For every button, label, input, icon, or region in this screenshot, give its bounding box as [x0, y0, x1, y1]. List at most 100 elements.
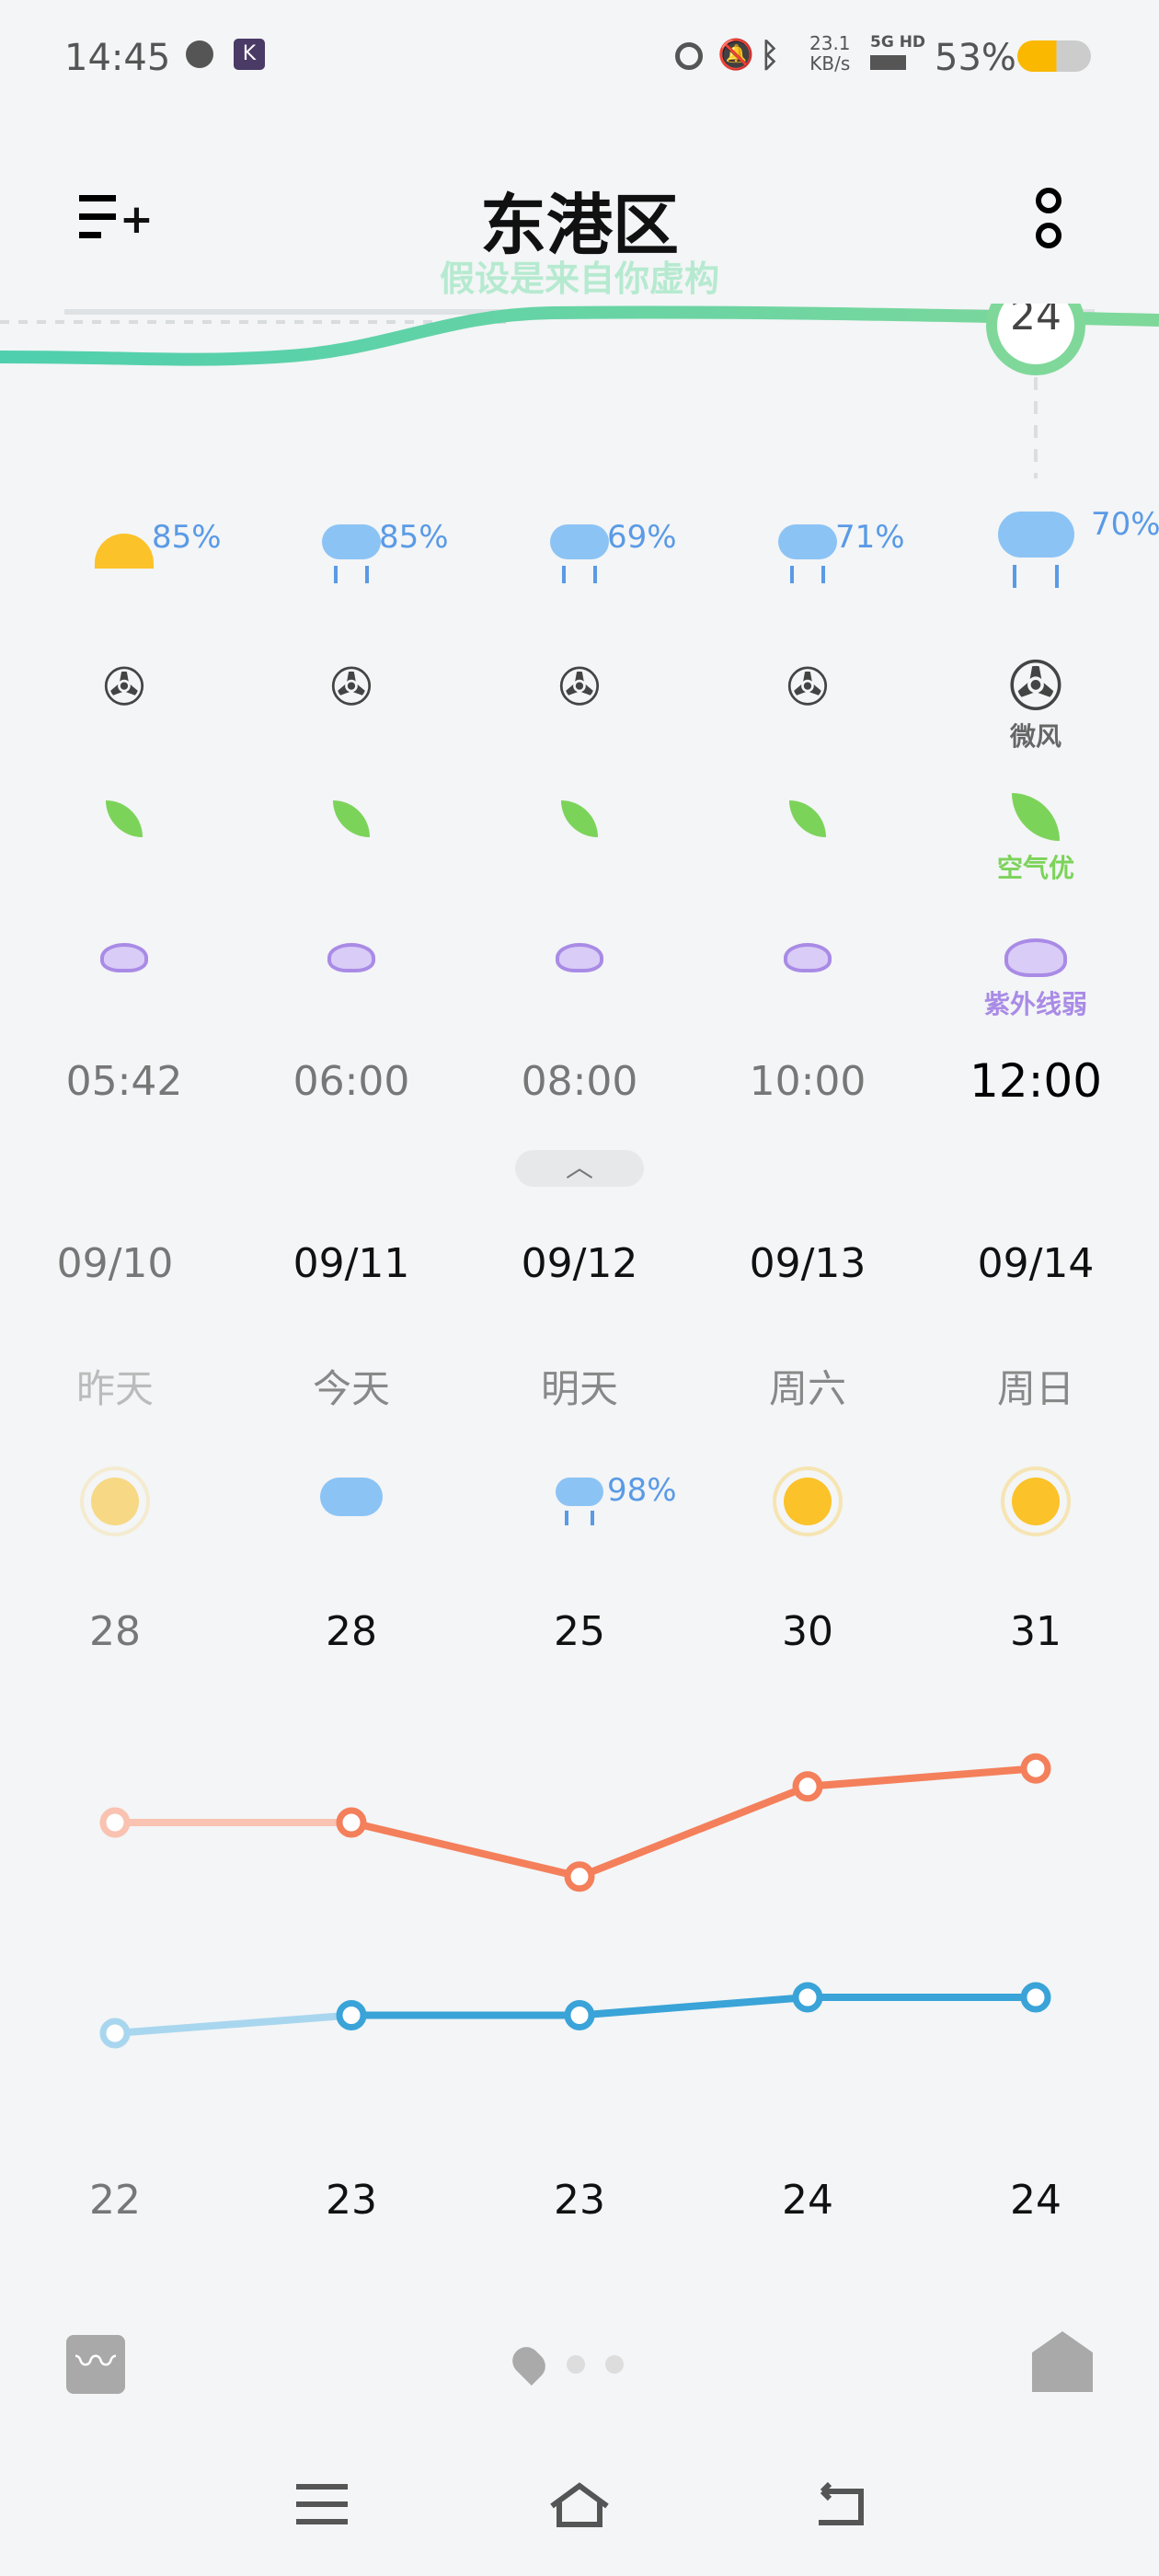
- series-segment: [114, 2011, 352, 2037]
- daily-date[interactable]: 09/10: [56, 1240, 174, 1287]
- sunrise-icon: [95, 534, 154, 569]
- battery-icon: [1017, 40, 1091, 72]
- signal-icon: [870, 55, 922, 70]
- daily-high: 25: [554, 1608, 605, 1655]
- series-segment: [350, 1819, 580, 1880]
- daily-weather: 98%: [469, 1472, 690, 1529]
- daily-date[interactable]: 09/14: [977, 1240, 1095, 1287]
- rain-icon: [778, 524, 837, 583]
- hourly-air: [14, 800, 235, 841]
- daily-temp-chart: [99, 1753, 1051, 2049]
- hourly-uv: [697, 943, 918, 976]
- high-temp-point: [564, 1861, 595, 1892]
- fan-icon: ✇: [102, 658, 146, 718]
- collapse-handle[interactable]: ︿: [515, 1150, 644, 1187]
- hourly-precip: 70%: [925, 506, 1159, 592]
- daily-day[interactable]: 明天: [540, 1366, 618, 1411]
- daily-low: 23: [326, 2177, 377, 2224]
- daily-low: 24: [1010, 2177, 1061, 2224]
- alarm-icon: [675, 42, 703, 70]
- daily-day[interactable]: 昨天: [75, 1366, 154, 1411]
- hourly-air: [469, 800, 690, 841]
- low-temp-point: [99, 2018, 131, 2049]
- daily-high: 31: [1010, 1608, 1061, 1655]
- location-pin-icon[interactable]: [506, 2340, 552, 2386]
- high-temp-point: [99, 1807, 131, 1838]
- daily-day[interactable]: 周六: [768, 1366, 846, 1411]
- hourly-time: 10:00: [749, 1058, 866, 1105]
- daily-date[interactable]: 09/11: [293, 1240, 410, 1287]
- daily-date[interactable]: 09/13: [749, 1240, 866, 1287]
- hourly-wind: ✇ 微风: [1007, 648, 1064, 752]
- series-segment: [579, 1994, 809, 2019]
- hourly-wind: ✇: [14, 662, 235, 714]
- hourly-time: 08:00: [521, 1058, 638, 1105]
- nav-back-button[interactable]: [809, 2481, 865, 2528]
- rain-icon: [322, 524, 381, 583]
- clock: 14:45: [64, 37, 171, 79]
- more-options-button[interactable]: [1036, 188, 1063, 252]
- hourly-uv: 紫外线弱: [925, 938, 1146, 1021]
- daily-low: 22: [89, 2177, 141, 2224]
- leaf-icon: [1012, 793, 1060, 841]
- leaf-icon: [789, 800, 826, 837]
- nav-home-button[interactable]: [548, 2482, 611, 2528]
- rain-icon: [997, 512, 1074, 588]
- app-k-icon: K: [234, 39, 265, 70]
- hourly-uv: [241, 943, 462, 976]
- daily-high: 28: [326, 1608, 377, 1655]
- trend-chart-button[interactable]: 〰: [66, 2335, 125, 2394]
- hourly-air: [241, 800, 462, 841]
- daily-weather: [697, 1478, 918, 1529]
- daily-day[interactable]: 周日: [996, 1366, 1074, 1411]
- hourly-precip: 85%: [14, 519, 235, 569]
- high-temp-point: [1020, 1753, 1051, 1784]
- daily-weather: [925, 1478, 1146, 1529]
- hourly-wind: ✇: [469, 662, 690, 714]
- network-type: 5G HD: [870, 33, 926, 52]
- hourly-wind: ✇: [697, 662, 918, 714]
- home-widget-button[interactable]: [1032, 2331, 1093, 2392]
- high-temp-point: [792, 1771, 823, 1802]
- leaf-icon: [333, 800, 370, 837]
- page-dot[interactable]: [605, 2355, 624, 2374]
- sun-icon: [1012, 1478, 1060, 1525]
- hourly-time: 12:00: [969, 1054, 1103, 1108]
- fan-icon: ✇: [786, 658, 830, 718]
- battery-percent: 53%: [935, 37, 1016, 79]
- hourly-time: 05:42: [65, 1058, 183, 1105]
- hourly-uv: [14, 943, 235, 976]
- hat-icon: [327, 943, 375, 972]
- hourly-air: [697, 800, 918, 841]
- hat-icon: [784, 943, 832, 972]
- daily-weather: [5, 1478, 225, 1529]
- rain-icon: [550, 524, 609, 583]
- subtitle: 假设是来自你虚构: [439, 259, 719, 299]
- low-temp-point: [792, 1982, 823, 2013]
- daily-weather: [241, 1478, 462, 1520]
- hat-icon: [556, 943, 603, 972]
- hourly-precip: 69%: [469, 519, 690, 587]
- page-title: 东港区: [479, 187, 679, 264]
- leaf-icon: [561, 800, 598, 837]
- hourly-air: 空气优: [925, 793, 1146, 885]
- mute-icon: 🔕: [717, 37, 754, 72]
- series-segment: [807, 1765, 1037, 1790]
- current-temp: 24: [1010, 304, 1061, 339]
- leaf-icon: [106, 800, 143, 837]
- nav-menu-button[interactable]: [296, 2484, 348, 2524]
- daily-high: 30: [782, 1608, 833, 1655]
- status-bar: 14:45 K 🔕 ᛒ 23.1 KB/s 5G HD 53%: [0, 33, 1159, 92]
- hourly-precip: 71%: [697, 519, 918, 587]
- hourly-time: 06:00: [293, 1058, 410, 1105]
- high-temp-point: [336, 1807, 367, 1838]
- hourly-wind: ✇: [241, 662, 462, 714]
- daily-day[interactable]: 今天: [312, 1366, 390, 1411]
- fan-icon: ✇: [557, 658, 602, 718]
- daily-high: 28: [89, 1608, 141, 1655]
- sun-icon: [784, 1478, 832, 1525]
- page-dot[interactable]: [567, 2355, 585, 2374]
- fan-icon: ✇: [329, 658, 373, 718]
- daily-date[interactable]: 09/12: [521, 1240, 638, 1287]
- cloud-icon: [320, 1478, 383, 1516]
